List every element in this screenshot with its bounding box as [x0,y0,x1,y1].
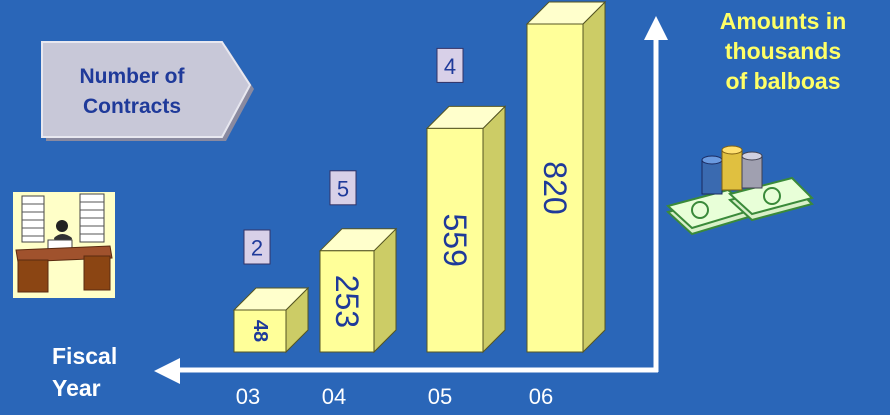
bar-value-label-05: 559 [437,214,473,267]
bar-front-03 [233,309,287,353]
bar-front-06 [526,23,584,353]
bar-side-06 [582,0,606,354]
x-tick-labels: 03 04 05 06 [236,384,553,409]
bar-05: 559 [425,105,507,354]
bar-value-label-03: 48 [249,320,271,342]
contracts-badge-line1: Number of [79,65,185,88]
fiscal-line2: Year [52,375,101,401]
fiscal-year-label: Fiscal Year [52,340,117,404]
bar-value-label-04: 253 [329,275,365,328]
money-and-coins-icon [665,145,814,236]
bars-group: 48 253 559 820 [232,0,607,354]
fiscal-line1: Fiscal [52,343,118,369]
amounts-unit-label: Amounts in thousands of balboas [678,6,888,96]
contract-count-label-04: 5 [337,176,349,201]
x-tick-06: 06 [529,384,553,409]
contracts-badge-line2: Contracts [82,95,182,118]
bar-front-05 [426,127,484,353]
desk-with-paper-stacks-icon [13,192,115,298]
x-tick-05: 05 [428,384,452,409]
x-axis-arrowhead [154,358,180,384]
bar-06: 820 [525,0,607,354]
amounts-line2: thousands [724,38,842,64]
contract-count-03: 2 [243,229,271,265]
bar-03: 48 [232,286,310,354]
contracts-badge [41,41,254,141]
contract-count-boxes: 2 5 4 [243,47,464,265]
contract-count-05: 4 [436,47,464,83]
axis-lines [154,16,668,384]
amounts-line3: of balboas [725,68,841,94]
contracts-badge-label: Number of Contracts [42,62,222,122]
bar-side-05 [482,105,506,354]
x-tick-04: 04 [322,384,346,409]
contract-count-04: 5 [329,170,357,206]
x-tick-03: 03 [236,384,260,409]
amounts-line1: Amounts in [719,8,847,34]
contract-count-label-05: 4 [444,54,456,79]
bar-front-04 [319,250,375,353]
y-axis-arrowhead [644,16,668,40]
bar-value-label-06: 820 [537,161,573,214]
bar-04: 253 [318,227,398,354]
contract-count-label-03: 2 [251,236,263,261]
